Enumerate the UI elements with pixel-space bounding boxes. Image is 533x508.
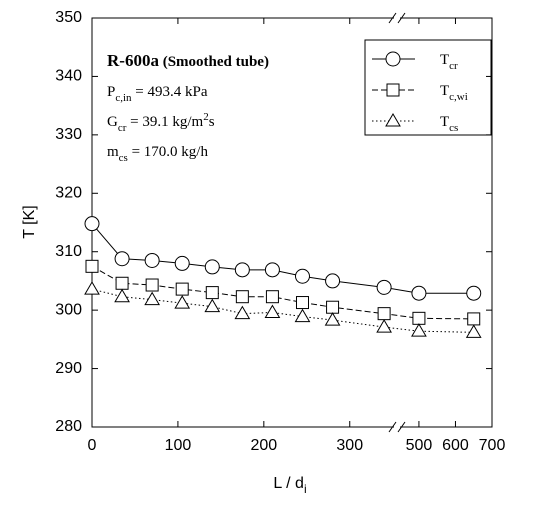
annotation-run: = 493.4 kPa [132,84,208,100]
x-tick-label: 200 [250,437,277,454]
marker [466,285,482,301]
marker [295,296,309,310]
legend-label-sub: c,wi [449,91,468,103]
annotation-run: cr [118,122,127,134]
x-tick-label: 100 [165,437,192,454]
marker [467,312,481,326]
y-tick-label: 350 [55,9,82,26]
y-tick-label: 320 [55,185,82,202]
marker [294,268,310,284]
marker [265,290,279,304]
y-tick-label: 340 [55,68,82,85]
annotation-run: 2 [203,111,209,123]
series [84,281,482,338]
legend-label-main: T [440,114,449,130]
x-axis-label-main: L / d [273,475,304,492]
axis-break-gap [394,16,400,20]
series [84,216,482,301]
axis-break [388,12,397,24]
legend-label-main: T [440,83,449,99]
annotation-run: P [107,84,115,100]
marker [326,300,340,314]
marker [234,262,250,278]
x-tick-label: 500 [406,437,433,454]
legend-marker [386,83,400,97]
axis-break [397,421,406,433]
series [85,259,481,326]
marker [264,304,281,318]
marker [145,278,159,292]
marker [115,276,129,290]
x-tick-label: 700 [479,437,506,454]
y-tick-label: 330 [55,126,82,143]
marker [264,262,280,278]
marker [84,281,100,295]
legend-label: Tc,wi [440,83,468,103]
annotation-line: mcs = 170.0 kg/h [107,144,208,164]
marker [377,307,391,321]
marker [175,282,189,296]
legend-marker [385,51,401,67]
marker [174,295,191,309]
x-axis-label-sub: i [304,482,307,496]
marker [114,288,130,303]
y-tick-label: 290 [55,360,82,377]
legend-label-main: T [440,52,449,68]
x-axis-label: L / di [273,475,306,496]
marker [114,251,130,267]
marker [204,259,220,275]
marker [204,298,221,313]
legend-label: Tcr [440,52,458,72]
legend-label: Tcs [440,114,458,134]
annotation-line: Pc,in = 493.4 kPa [107,84,208,104]
annotation-title-bold: R-600a [107,51,159,70]
marker [84,216,100,232]
annotation-run: m [107,144,119,160]
marker [174,255,190,271]
marker [465,324,482,338]
annotation-run: cs [119,152,128,164]
annotation-title-rest: (Smoothed tube) [159,54,269,70]
x-tick-label: 300 [336,437,363,454]
y-tick-label: 310 [55,243,82,260]
annotation-run: G [107,114,118,130]
marker [411,285,427,301]
legend-label-sub: cr [449,60,458,72]
axis-break [397,12,406,24]
y-tick-label: 300 [55,301,82,318]
annotation-run: = 170.0 kg/h [128,144,209,160]
marker [205,286,219,300]
marker [412,311,426,325]
legend-marker [385,113,401,127]
marker [376,319,392,333]
axis-break-gap [394,425,400,429]
legend-label-sub: cs [449,122,458,134]
marker [294,308,311,323]
x-tick-label: 600 [442,437,469,454]
marker [144,291,161,306]
marker [85,259,99,273]
annotation-run: = 39.1 kg/m [126,114,203,130]
marker [235,290,249,304]
y-tick-label: 280 [55,418,82,435]
annotation-title: R-600a (Smoothed tube) [107,51,269,70]
marker [376,279,392,295]
series-line [91,288,474,333]
x-tick-label: 0 [88,437,97,454]
annotation-line: Gcr = 39.1 kg/m2s [107,111,215,134]
marker [324,312,341,326]
axis-break [388,421,397,433]
annotation-run: c,in [115,92,132,104]
legend-box [364,39,492,136]
marker [234,305,251,320]
marker [325,273,341,289]
y-axis-label: T [K] [21,205,38,239]
marker [144,252,160,268]
annotation-run: s [209,114,215,130]
marker [411,323,427,337]
